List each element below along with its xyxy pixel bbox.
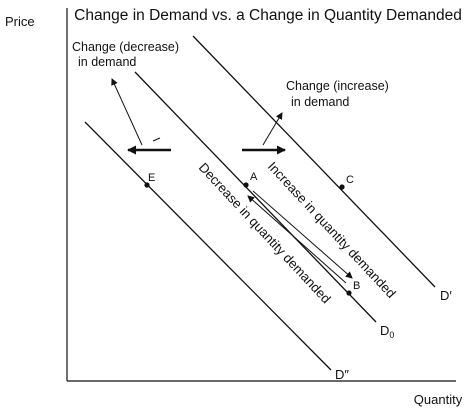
curve-label-d0-base: D [380,323,389,338]
shift-marker-decrease-tick [152,137,161,142]
point-label-a: A [250,171,258,183]
point-c [339,184,345,190]
point-label-b: B [353,280,360,292]
demand-curve-d0 [134,71,377,323]
point-e [144,182,150,188]
label-decrease-demand-line1: Change (decrease) [72,40,179,54]
shift-marker-increase [262,112,283,146]
demand-curve-d-prime [192,35,436,288]
arrow-increase-quantity [252,190,353,279]
shift-marker-decrease [111,78,143,146]
curve-label-d-double-prime: D″ [335,367,349,382]
demand-curve-d-double-prime [84,121,332,371]
point-a [243,182,249,188]
curve-label-d-prime: D′ [440,288,452,303]
y-axis-label: Price [5,14,35,29]
curve-label-d0: D0 [380,323,394,340]
label-increase-demand-line2: in demand [291,95,349,109]
curve-label-d0-subscript: 0 [389,330,394,340]
x-axis-label: Quantity [414,392,463,407]
point-b [346,290,352,296]
arrow-decrease-quantity [247,195,347,284]
label-decrease-demand-line2: in demand [78,55,136,69]
label-increase-demand-line1: Change (increase) [286,79,389,93]
label-decrease-quantity-demanded: Decrease in quantity demanded [196,160,334,306]
diagram-title: Change in Demand vs. a Change in Quantit… [74,7,462,24]
point-label-e: E [148,172,155,184]
point-label-c: C [346,174,354,186]
